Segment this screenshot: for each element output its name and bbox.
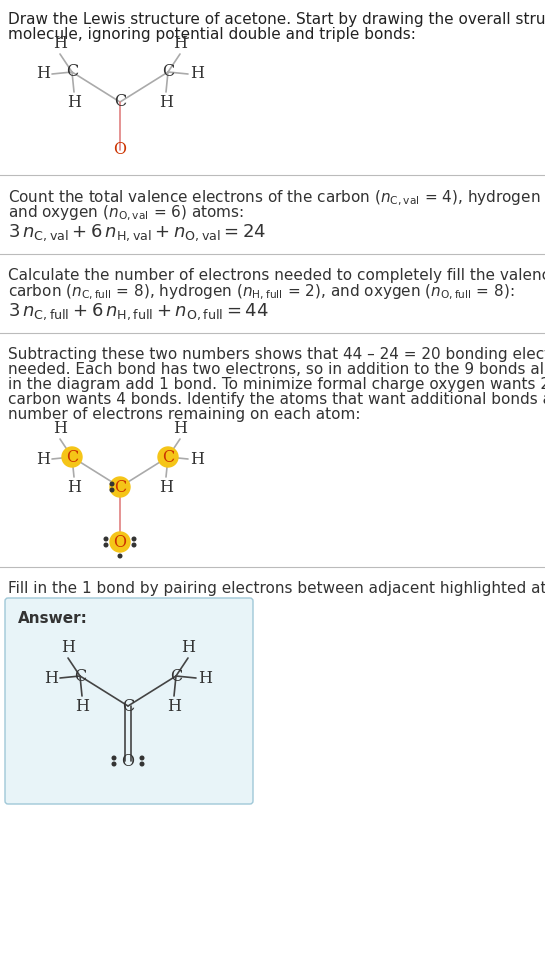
Text: H: H xyxy=(173,35,187,52)
Ellipse shape xyxy=(110,477,130,497)
Text: O: O xyxy=(113,142,126,158)
Text: in the diagram add 1 bond. To minimize formal charge oxygen wants 2 bonds and: in the diagram add 1 bond. To minimize f… xyxy=(8,377,545,392)
Text: C: C xyxy=(66,448,78,466)
Text: H: H xyxy=(53,420,67,437)
Text: H: H xyxy=(61,639,75,656)
Text: H: H xyxy=(167,698,181,715)
Circle shape xyxy=(132,538,136,540)
Text: H: H xyxy=(44,670,58,686)
Text: Count the total valence electrons of the carbon ($n_\mathrm{C,val}$ = 4), hydrog: Count the total valence electrons of the… xyxy=(8,189,545,208)
Text: H: H xyxy=(75,698,89,715)
Text: C: C xyxy=(170,668,182,684)
Ellipse shape xyxy=(62,447,82,467)
Text: Draw the Lewis structure of acetone. Start by drawing the overall structure of t: Draw the Lewis structure of acetone. Sta… xyxy=(8,12,545,27)
Circle shape xyxy=(112,762,116,766)
Text: H: H xyxy=(53,35,67,52)
Circle shape xyxy=(110,488,114,492)
Circle shape xyxy=(112,756,116,760)
Text: C: C xyxy=(114,478,126,496)
Text: H: H xyxy=(159,94,173,111)
Text: $3\,n_\mathrm{C,full} + 6\,n_\mathrm{H,full} + n_\mathrm{O,full} = 44$: $3\,n_\mathrm{C,full} + 6\,n_\mathrm{H,f… xyxy=(8,301,269,322)
Text: Subtracting these two numbers shows that 44 – 24 = 20 bonding electrons are: Subtracting these two numbers shows that… xyxy=(8,347,545,362)
Circle shape xyxy=(118,554,122,558)
Text: C: C xyxy=(114,93,126,111)
Text: number of electrons remaining on each atom:: number of electrons remaining on each at… xyxy=(8,407,360,422)
Text: $3\,n_\mathrm{C,val} + 6\,n_\mathrm{H,val} + n_\mathrm{O,val} = 24$: $3\,n_\mathrm{C,val} + 6\,n_\mathrm{H,va… xyxy=(8,222,267,243)
Circle shape xyxy=(104,538,108,540)
Text: Answer:: Answer: xyxy=(18,611,88,626)
Ellipse shape xyxy=(158,447,178,467)
Text: and oxygen ($n_\mathrm{O,val}$ = 6) atoms:: and oxygen ($n_\mathrm{O,val}$ = 6) atom… xyxy=(8,204,244,224)
Text: C: C xyxy=(162,63,174,81)
Text: H: H xyxy=(181,639,195,656)
Ellipse shape xyxy=(110,532,130,552)
Text: H: H xyxy=(190,450,204,468)
Text: C: C xyxy=(74,668,86,684)
Text: H: H xyxy=(173,420,187,437)
FancyBboxPatch shape xyxy=(5,598,253,804)
Text: H: H xyxy=(67,479,81,496)
Text: H: H xyxy=(36,450,50,468)
Text: needed. Each bond has two electrons, so in addition to the 9 bonds already prese: needed. Each bond has two electrons, so … xyxy=(8,362,545,377)
Text: carbon ($n_\mathrm{C,full}$ = 8), hydrogen ($n_\mathrm{H,full}$ = 2), and oxygen: carbon ($n_\mathrm{C,full}$ = 8), hydrog… xyxy=(8,283,514,302)
Text: H: H xyxy=(198,670,212,686)
Text: H: H xyxy=(36,65,50,83)
Text: H: H xyxy=(159,479,173,496)
Text: carbon wants 4 bonds. Identify the atoms that want additional bonds and the: carbon wants 4 bonds. Identify the atoms… xyxy=(8,392,545,407)
Text: O: O xyxy=(113,534,126,550)
Text: C: C xyxy=(122,698,134,714)
Text: Fill in the 1 bond by pairing electrons between adjacent highlighted atoms:: Fill in the 1 bond by pairing electrons … xyxy=(8,581,545,596)
Text: Calculate the number of electrons needed to completely fill the valence shells f: Calculate the number of electrons needed… xyxy=(8,268,545,283)
Text: C: C xyxy=(162,448,174,466)
Circle shape xyxy=(140,762,144,766)
Circle shape xyxy=(104,543,108,547)
Text: C: C xyxy=(66,63,78,81)
Text: molecule, ignoring potential double and triple bonds:: molecule, ignoring potential double and … xyxy=(8,27,416,42)
Text: O: O xyxy=(122,752,135,770)
Circle shape xyxy=(132,543,136,547)
Text: H: H xyxy=(67,94,81,111)
Text: H: H xyxy=(190,65,204,83)
Circle shape xyxy=(110,482,114,486)
Circle shape xyxy=(140,756,144,760)
